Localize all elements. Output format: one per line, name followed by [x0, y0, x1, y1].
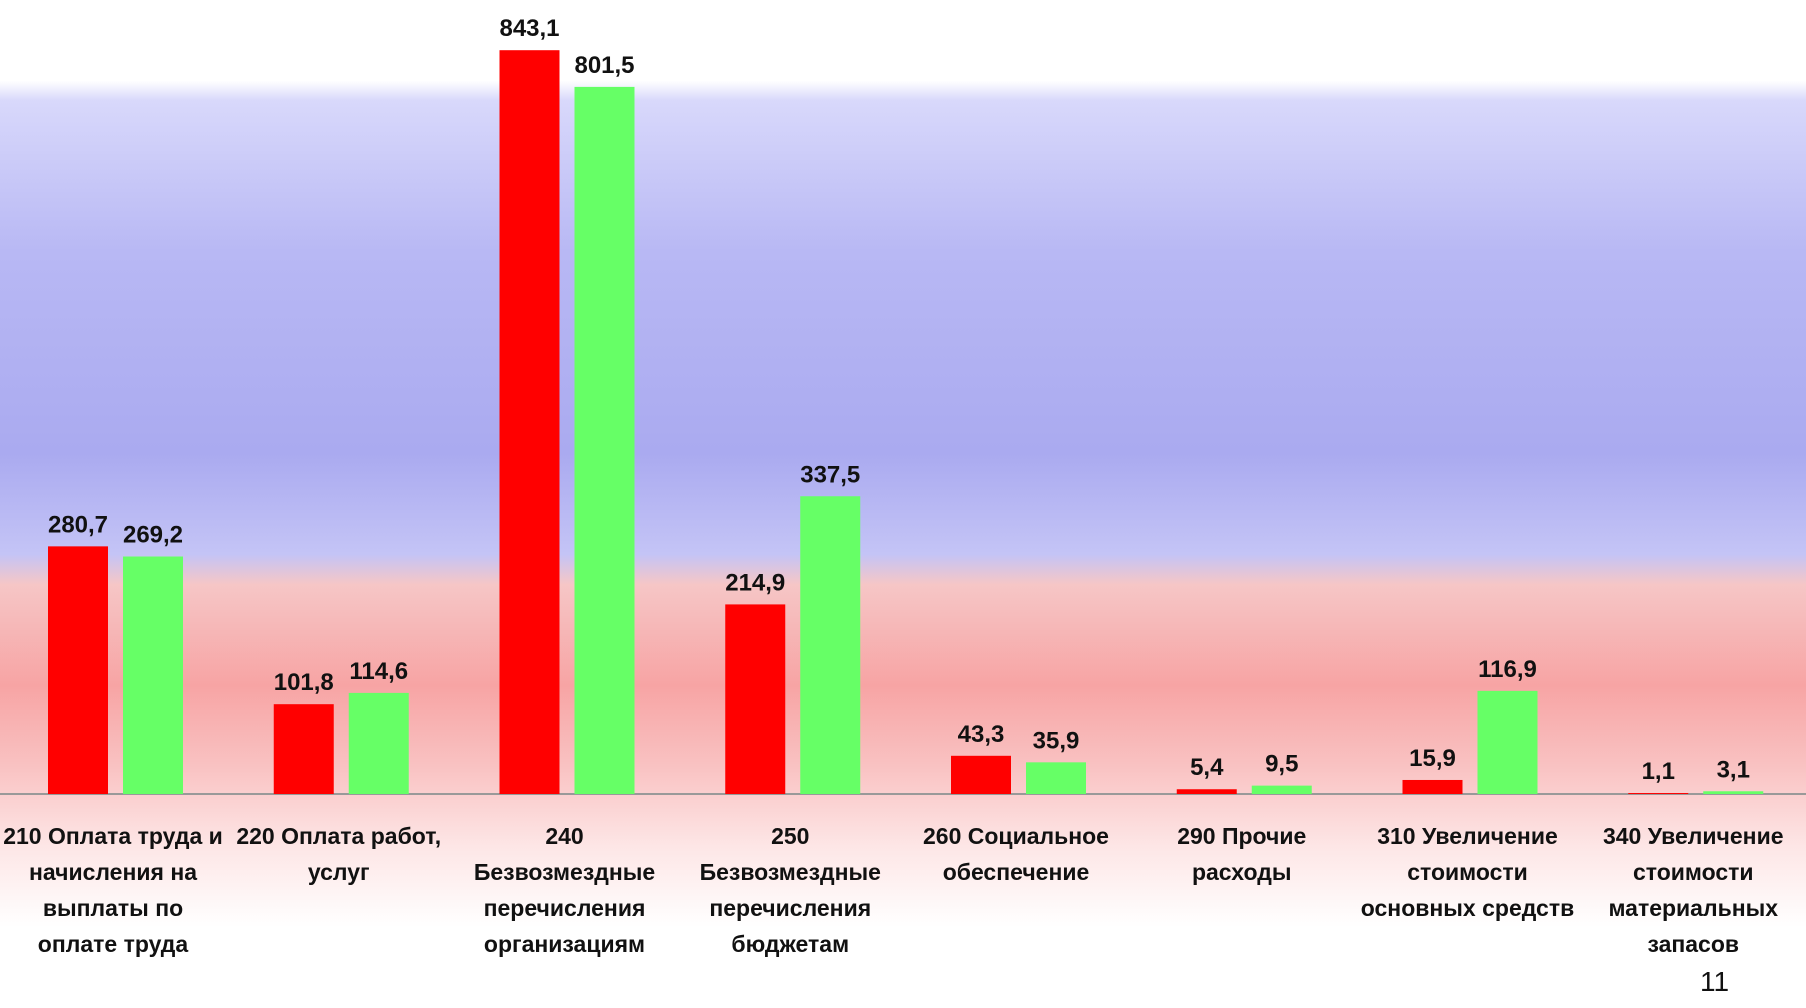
bar	[725, 604, 786, 794]
x-tick-label: 240 Безвозмездные перечисления организац…	[473, 823, 656, 957]
bar	[1026, 762, 1086, 794]
value-label: 3,1	[1717, 756, 1750, 783]
bar	[123, 556, 183, 794]
bar	[800, 496, 861, 794]
value-label: 280,7	[48, 511, 108, 538]
value-label: 214,9	[725, 569, 785, 596]
x-tick-label: 260 Социальное обеспечение	[923, 823, 1109, 885]
bar	[1176, 789, 1237, 794]
value-label: 269,2	[123, 522, 183, 549]
value-label: 5,4	[1190, 754, 1224, 781]
bar	[348, 692, 409, 794]
value-label: 801,5	[574, 52, 634, 79]
x-tick-label: 250 Безвозмездные перечисления бюджетам	[699, 823, 881, 957]
value-label: 337,5	[800, 461, 860, 488]
bar	[951, 755, 1011, 794]
x-tick-label: 340 Увеличение стоимости материальных за…	[1602, 823, 1784, 957]
bar	[273, 704, 334, 794]
x-tick-label: 220 Оплата работ, услуг	[236, 823, 442, 885]
value-label: 43,3	[958, 721, 1005, 748]
value-label: 15,9	[1409, 745, 1456, 772]
bar	[1251, 785, 1312, 794]
bar	[1402, 779, 1463, 794]
value-label: 1,1	[1642, 758, 1675, 785]
x-tick-label: 290 Прочие расходы	[1177, 823, 1307, 885]
page-number: 11	[1700, 966, 1730, 997]
value-label: 9,5	[1265, 751, 1298, 778]
value-label: 35,9	[1033, 727, 1080, 754]
value-label: 114,6	[349, 658, 408, 685]
value-label: 843,1	[499, 15, 559, 42]
value-label: 116,9	[1478, 656, 1537, 683]
bar	[1628, 793, 1689, 794]
bar	[1477, 690, 1538, 794]
bar	[48, 546, 108, 794]
value-label: 101,8	[274, 669, 334, 696]
bar	[574, 86, 635, 795]
bar	[1703, 791, 1764, 794]
x-tick-label: 210 Оплата труда и начисления на выплаты…	[3, 823, 223, 957]
x-tick-label: 310 Увеличение стоимости основных средст…	[1360, 823, 1575, 921]
bar	[499, 50, 560, 795]
